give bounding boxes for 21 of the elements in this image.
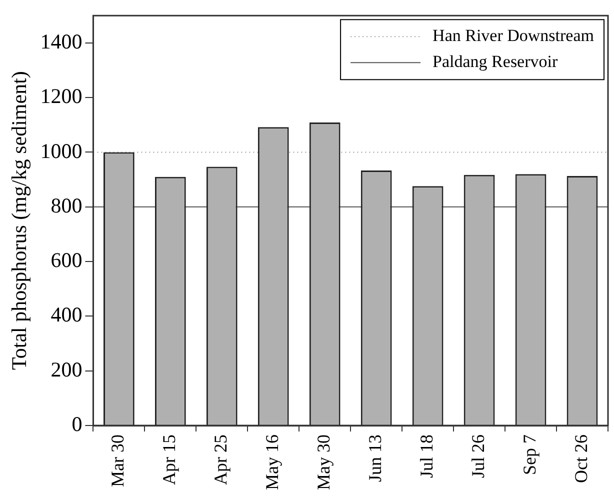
y-tick-label: 400 (50, 302, 82, 327)
y-axis-title: Total phosphorus (mg/kg sediment) (7, 71, 32, 370)
x-tick-label: Oct 26 (570, 434, 591, 484)
legend-label: Paldang Reservoir (432, 52, 558, 72)
y-tick-label: 1200 (40, 84, 82, 108)
x-tick-label: May 30 (314, 434, 334, 490)
x-tick-label: May 16 (262, 434, 282, 490)
y-tick-label: 1400 (40, 29, 82, 54)
y-tick-label: 0 (72, 412, 82, 436)
y-tick-label: 800 (50, 193, 82, 218)
y-tick-label: 1000 (40, 138, 82, 163)
x-tick-label: Apr 15 (159, 434, 180, 486)
x-tick-label: Jul 26 (468, 434, 488, 478)
x-tick-label: Apr 25 (210, 434, 231, 486)
x-tick-label: Sep 7 (520, 434, 540, 476)
y-tick-label: 200 (50, 357, 82, 382)
x-tick-label: Jul 18 (416, 434, 437, 478)
y-tick-label: 600 (50, 248, 82, 272)
x-tick-label: Jun 13 (365, 434, 386, 482)
x-tick-label: Mar 30 (108, 434, 128, 488)
legend-label: Han River Downstream (432, 26, 594, 46)
